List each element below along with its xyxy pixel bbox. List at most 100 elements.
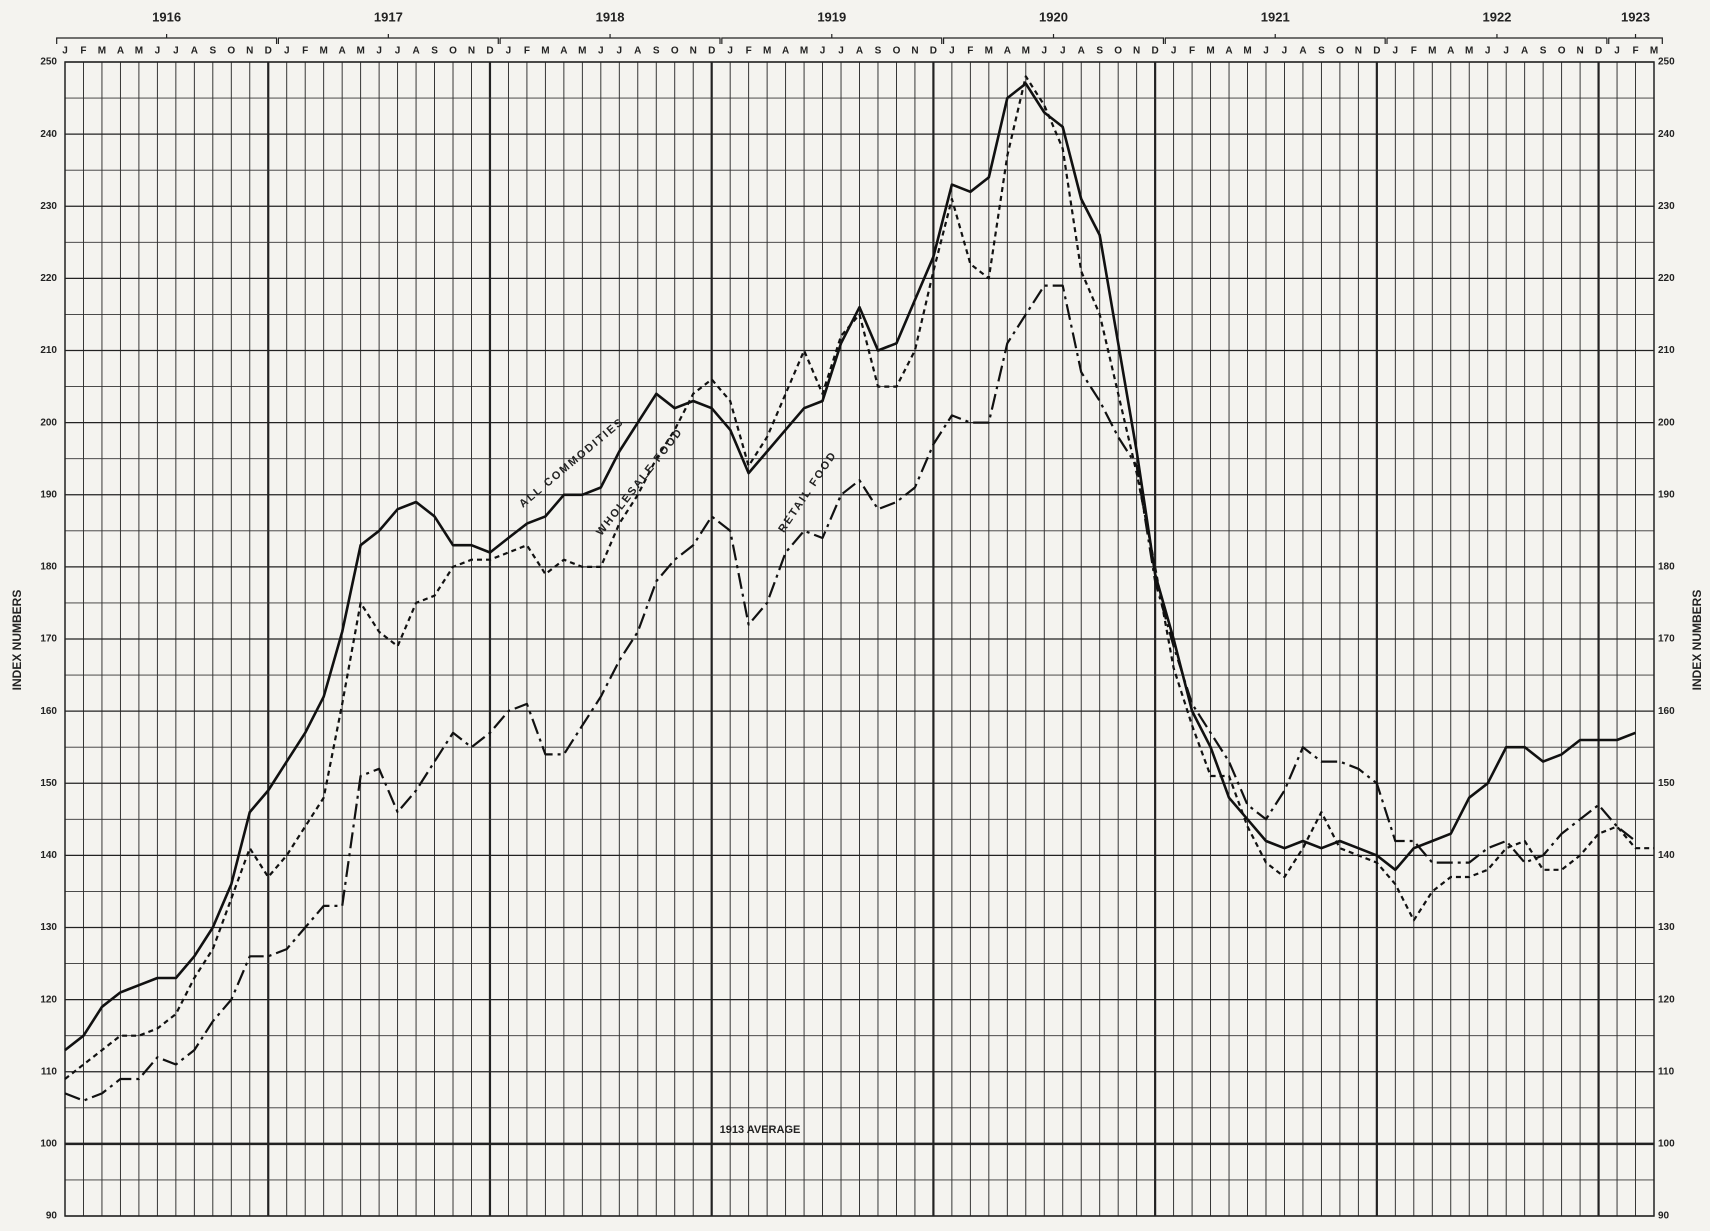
y-tick-label: 170 xyxy=(40,634,57,645)
year-label: 1918 xyxy=(596,9,625,24)
y2-tick-label: 90 xyxy=(1658,1211,1670,1222)
y-tick-label: 190 xyxy=(40,489,57,500)
x-tick-label: N xyxy=(468,46,475,57)
y2-tick-label: 130 xyxy=(1658,922,1675,933)
x-tick-label: O xyxy=(227,46,235,57)
year-label: 1923 xyxy=(1621,9,1650,24)
x-tick-label: F xyxy=(524,46,530,57)
year-label: 1917 xyxy=(374,9,403,24)
x-tick-label: A xyxy=(1004,46,1011,57)
year-bracket xyxy=(499,34,721,44)
series-line xyxy=(64,284,1637,1102)
y2-tick-label: 110 xyxy=(1658,1066,1675,1077)
x-tick-label: S xyxy=(209,46,216,57)
x-tick-label: N xyxy=(1576,46,1583,57)
x-tick-label: N xyxy=(1355,46,1362,57)
y-tick-label: 130 xyxy=(40,922,57,933)
x-tick-label: J xyxy=(598,46,604,57)
x-tick-label: J xyxy=(1171,46,1177,57)
y-tick-label: 200 xyxy=(40,417,57,428)
x-tick-label: A xyxy=(782,46,789,57)
x-tick-label: N xyxy=(1133,46,1140,57)
y-tick-label: 110 xyxy=(41,1066,58,1077)
x-tick-label: S xyxy=(1318,46,1325,57)
x-tick-label: J xyxy=(376,46,382,57)
x-tick-label: M xyxy=(1243,46,1251,57)
x-tick-label: O xyxy=(671,46,679,57)
x-tick-label: A xyxy=(560,46,567,57)
x-tick-label: O xyxy=(1114,46,1122,57)
y2-tick-label: 150 xyxy=(1658,778,1675,789)
x-tick-label: M xyxy=(1650,46,1658,57)
y2-tick-label: 100 xyxy=(1658,1139,1675,1150)
y2-tick-label: 170 xyxy=(1658,634,1675,645)
x-tick-label: A xyxy=(117,46,124,57)
x-tick-label: A xyxy=(1299,46,1306,57)
x-tick-label: O xyxy=(893,46,901,57)
y-tick-label: 230 xyxy=(40,201,57,212)
x-tick-label: J xyxy=(949,46,955,57)
y2-tick-label: 120 xyxy=(1658,994,1675,1005)
x-tick-label: M xyxy=(985,46,993,57)
y2-tick-label: 180 xyxy=(1658,562,1675,573)
x-tick-label: D xyxy=(1152,46,1159,57)
y-tick-label: 90 xyxy=(46,1211,58,1222)
year-bracket xyxy=(1386,34,1608,44)
year-bracket xyxy=(721,34,943,44)
x-tick-label: F xyxy=(302,46,308,57)
series-line xyxy=(64,75,1654,1080)
x-tick-label: A xyxy=(1225,46,1232,57)
y-tick-label: 100 xyxy=(40,1139,57,1150)
y-tick-label: 150 xyxy=(40,778,57,789)
x-tick-label: F xyxy=(746,46,752,57)
x-tick-label: A xyxy=(339,46,346,57)
x-tick-label: J xyxy=(173,46,179,57)
x-tick-label: A xyxy=(634,46,641,57)
x-tick-label: M xyxy=(1022,46,1030,57)
x-tick-label: M xyxy=(1428,46,1436,57)
year-label: 1916 xyxy=(152,9,181,24)
x-tick-label: S xyxy=(1096,46,1103,57)
x-tick-label: D xyxy=(486,46,493,57)
y-tick-label: 120 xyxy=(40,994,57,1005)
x-tick-label: O xyxy=(1336,46,1344,57)
year-bracket xyxy=(56,34,278,44)
year-label: 1919 xyxy=(817,9,846,24)
x-tick-label: D xyxy=(708,46,715,57)
plot-frame xyxy=(64,61,1655,1217)
x-tick-label: A xyxy=(412,46,419,57)
x-tick-label: J xyxy=(617,46,623,57)
annotation: 1913 AVERAGE xyxy=(720,1124,801,1136)
x-tick-label: S xyxy=(653,46,660,57)
year-bracket xyxy=(942,34,1165,44)
y2-tick-label: 140 xyxy=(1658,850,1675,861)
x-tick-label: D xyxy=(1373,46,1380,57)
y2-tick-label: 160 xyxy=(1658,706,1675,717)
x-tick-label: J xyxy=(1263,46,1269,57)
y-axis-label: INDEX NUMBERS xyxy=(10,590,24,691)
x-tick-label: M xyxy=(541,46,549,57)
x-tick-label: F xyxy=(1411,46,1417,57)
y2-tick-label: 220 xyxy=(1658,273,1675,284)
x-tick-label: N xyxy=(246,46,253,57)
x-tick-label: J xyxy=(838,46,844,57)
x-tick-label: J xyxy=(1041,46,1047,57)
y-tick-label: 250 xyxy=(40,57,57,68)
x-tick-label: J xyxy=(1614,46,1620,57)
x-tick-label: J xyxy=(1485,46,1491,57)
x-tick-label: F xyxy=(967,46,973,57)
x-tick-label: J xyxy=(820,46,826,57)
x-tick-label: S xyxy=(875,46,882,57)
x-tick-label: M xyxy=(578,46,586,57)
x-tick-label: J xyxy=(1503,46,1509,57)
year-bracket xyxy=(277,34,499,44)
x-tick-label: O xyxy=(1558,46,1566,57)
y-tick-label: 160 xyxy=(40,706,57,717)
x-tick-label: M xyxy=(356,46,364,57)
x-tick-label: J xyxy=(1282,46,1288,57)
year-bracket xyxy=(1608,34,1663,44)
x-tick-label: M xyxy=(320,46,328,57)
y2-tick-label: 200 xyxy=(1658,417,1675,428)
